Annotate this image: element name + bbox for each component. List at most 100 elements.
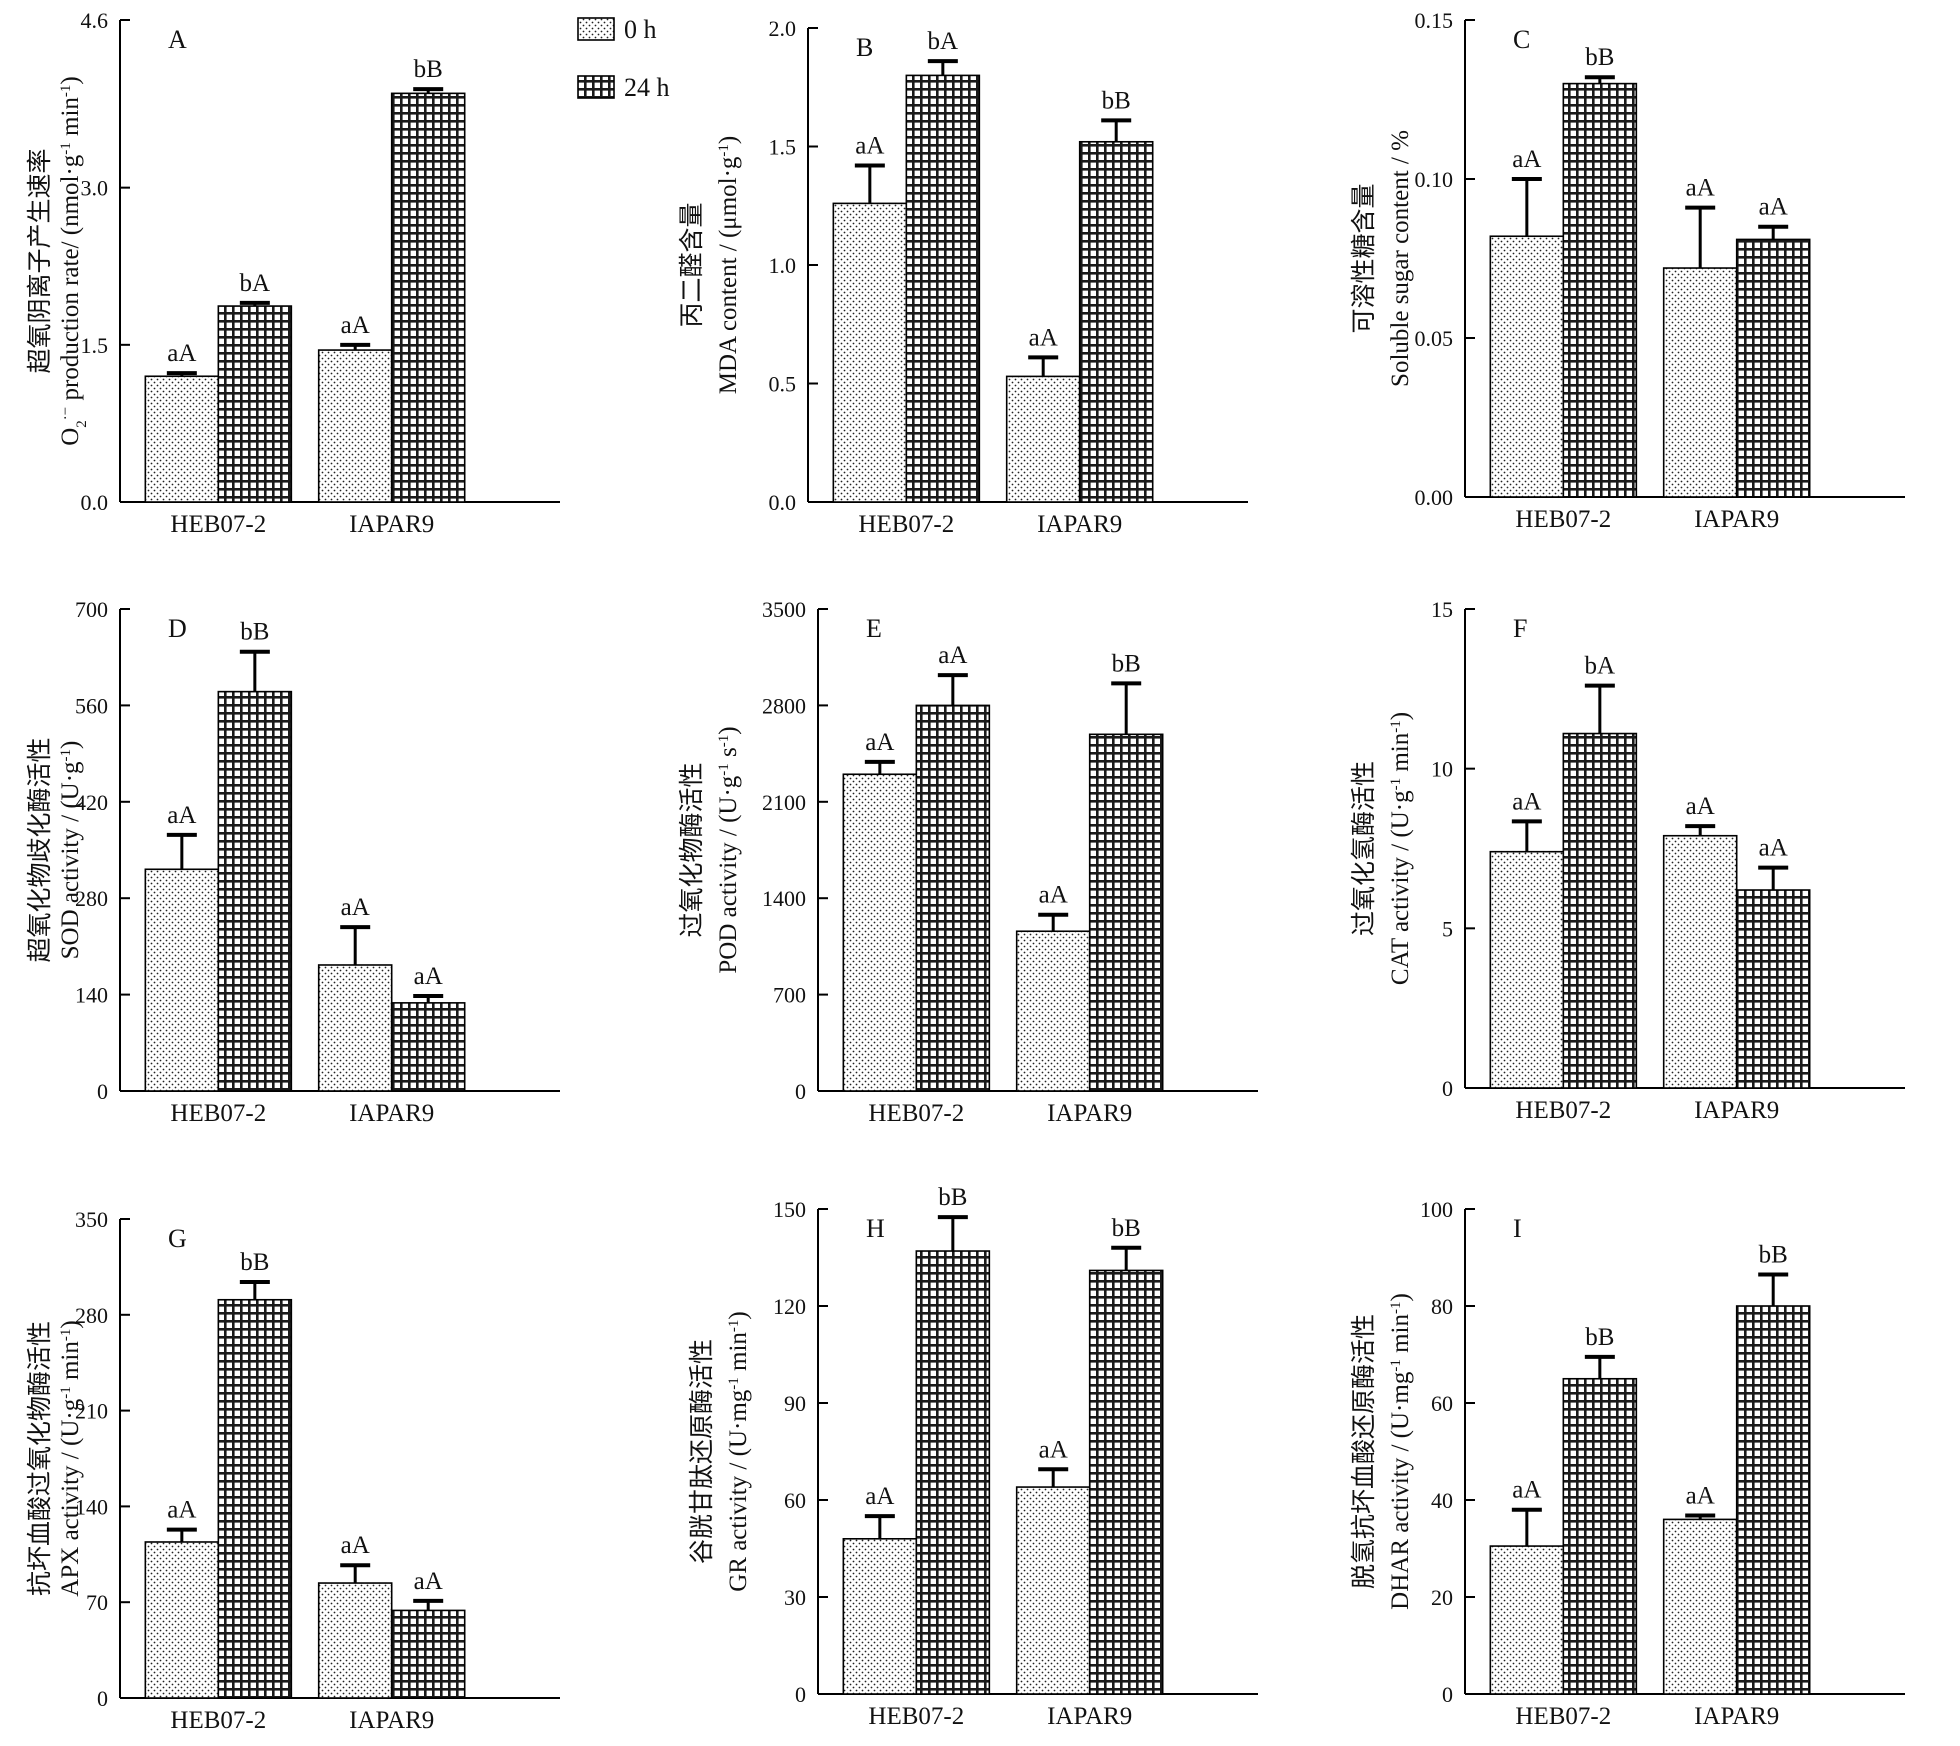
bar-24h-iapar9 (1735, 238, 1811, 498)
significance-label: bB (938, 1184, 967, 1211)
y-tick-label: 700 (773, 983, 806, 1008)
y-tick-label: 560 (75, 693, 108, 718)
y-tick-label: 30 (784, 1585, 806, 1610)
bar-0h-iapar9 (1015, 1486, 1091, 1695)
x-tick-label: IAPAR9 (349, 511, 434, 538)
significance-label: bB (240, 619, 269, 646)
bar-0h-heb07-2 (144, 375, 220, 503)
y-axis-label-cn: 超氧化物歧化酶活性 (26, 737, 54, 962)
x-tick-label: IAPAR9 (1047, 1100, 1132, 1127)
y-tick-label: 120 (773, 1294, 806, 1319)
y-axis-label-cn: 丙二醛含量 (678, 202, 706, 327)
bar-0h-iapar9 (1662, 834, 1738, 1089)
significance-label: bA (240, 270, 271, 297)
bar-24h-iapar9 (1735, 889, 1811, 1089)
bar-0h-heb07-2 (1489, 850, 1565, 1089)
bar-0h-iapar9 (1005, 375, 1081, 503)
y-tick-label: 4.6 (81, 8, 109, 33)
chart-panel-i: 0 20 40 60 80 100 I HEB07-2 aA bB IAPAR9 aA bB 脱氢抗坏血酸… (1350, 1197, 1905, 1730)
x-tick-label: IAPAR9 (1694, 1097, 1779, 1124)
y-axis-label-cn: 可溶性糖含量 (1350, 183, 1378, 333)
bar-24h-heb07-2 (915, 1250, 991, 1695)
significance-label: bB (1585, 1324, 1614, 1351)
bar-0h-heb07-2 (842, 1538, 918, 1695)
y-axis-label-cn: 超氧阴离子产生速率 (26, 148, 54, 373)
x-tick-label: HEB07-2 (170, 511, 266, 538)
chart-panel-g: 0 70 140 210 280 350 G HEB07-2 aA bB IAPAR9 aA aA 抗坏血… (26, 1207, 560, 1734)
bar-24h-iapar9 (390, 1002, 466, 1092)
y-tick-label: 0 (795, 1682, 806, 1707)
x-tick-label: IAPAR9 (349, 1100, 434, 1127)
x-tick-label: HEB07-2 (1515, 506, 1611, 533)
y-tick-label: 0.05 (1415, 326, 1454, 351)
legend-label: 24 h (624, 73, 670, 102)
significance-label: aA (865, 729, 894, 756)
chart-panel-e: 0 700 1400 2100 2800 3500 E HEB07-2 aA aA IAPAR9 aA… (678, 597, 1258, 1127)
bar-24h-iapar9 (390, 92, 466, 503)
significance-label: aA (167, 1497, 196, 1524)
y-axis-label-en: POD activity / (U·g-1 s-1) (715, 726, 742, 973)
y-tick-label: 90 (784, 1391, 806, 1416)
y-tick-label: 60 (784, 1488, 806, 1513)
panel-letter: F (1513, 614, 1527, 643)
y-tick-label: 350 (75, 1207, 108, 1232)
legend-label: 0 h (624, 15, 657, 44)
y-tick-label: 0 (97, 1079, 108, 1104)
significance-label: aA (167, 802, 196, 829)
significance-label: aA (414, 1568, 443, 1595)
panel-letter: C (1513, 25, 1530, 54)
x-tick-label: HEB07-2 (858, 511, 954, 538)
bar-0h-iapar9 (1015, 930, 1091, 1092)
y-tick-label: 1400 (762, 886, 806, 911)
y-tick-label: 140 (75, 1494, 108, 1519)
y-axis-label-en: DHAR activity / (U·mg-1 min-1) (1387, 1293, 1414, 1610)
y-tick-label: 0.5 (769, 372, 797, 397)
significance-label: bB (1102, 87, 1131, 114)
bar-24h-heb07-2 (905, 74, 981, 503)
y-tick-label: 70 (86, 1590, 108, 1615)
bar-24h-heb07-2 (915, 704, 991, 1092)
panel-letter: H (866, 1214, 885, 1243)
y-axis-label-cn: 脱氢抗坏血酸还原酶活性 (1350, 1314, 1378, 1589)
y-axis-label-en: MDA content / (μmol·g-1) (715, 136, 742, 395)
y-tick-label: 0 (97, 1686, 108, 1711)
y-tick-label: 0 (795, 1079, 806, 1104)
bar-0h-heb07-2 (1489, 235, 1565, 498)
bar-24h-heb07-2 (217, 305, 293, 503)
y-axis-label-cn: 抗坏血酸过氧化物酶活性 (26, 1321, 54, 1596)
bar-0h-iapar9 (1662, 267, 1738, 498)
significance-label: aA (1686, 1483, 1715, 1510)
y-tick-label: 210 (75, 1399, 108, 1424)
y-tick-label: 1.5 (769, 135, 797, 160)
significance-label: aA (1759, 194, 1788, 221)
significance-label: aA (1039, 1436, 1068, 1463)
y-tick-label: 1.5 (81, 333, 109, 358)
panel-letter: D (168, 614, 187, 643)
bar-24h-iapar9 (1088, 1269, 1164, 1695)
legend-swatch (577, 17, 615, 41)
legend: 0 h 24 h (577, 15, 670, 102)
x-tick-label: HEB07-2 (868, 1703, 964, 1730)
significance-label: aA (1512, 1477, 1541, 1504)
y-tick-label: 20 (1431, 1585, 1453, 1610)
y-tick-label: 0.0 (769, 490, 797, 515)
significance-label: aA (1512, 146, 1541, 173)
x-tick-label: HEB07-2 (1515, 1703, 1611, 1730)
significance-label: aA (1512, 788, 1541, 815)
bar-24h-heb07-2 (1562, 82, 1638, 498)
y-tick-label: 0 (1442, 1682, 1453, 1707)
panel-letter: G (168, 1224, 187, 1253)
bar-0h-heb07-2 (1489, 1545, 1565, 1695)
y-tick-label: 420 (75, 790, 108, 815)
significance-label: aA (341, 1532, 370, 1559)
y-tick-label: 100 (1420, 1197, 1453, 1222)
y-tick-label: 2100 (762, 790, 806, 815)
y-tick-label: 0 (1442, 1076, 1453, 1101)
x-tick-label: HEB07-2 (1515, 1097, 1611, 1124)
significance-label: aA (1759, 835, 1788, 862)
bar-24h-heb07-2 (1562, 1377, 1638, 1695)
x-tick-label: HEB07-2 (170, 1707, 266, 1734)
y-tick-label: 40 (1431, 1488, 1453, 1513)
significance-label: bA (1585, 653, 1616, 680)
bar-0h-heb07-2 (832, 202, 908, 503)
